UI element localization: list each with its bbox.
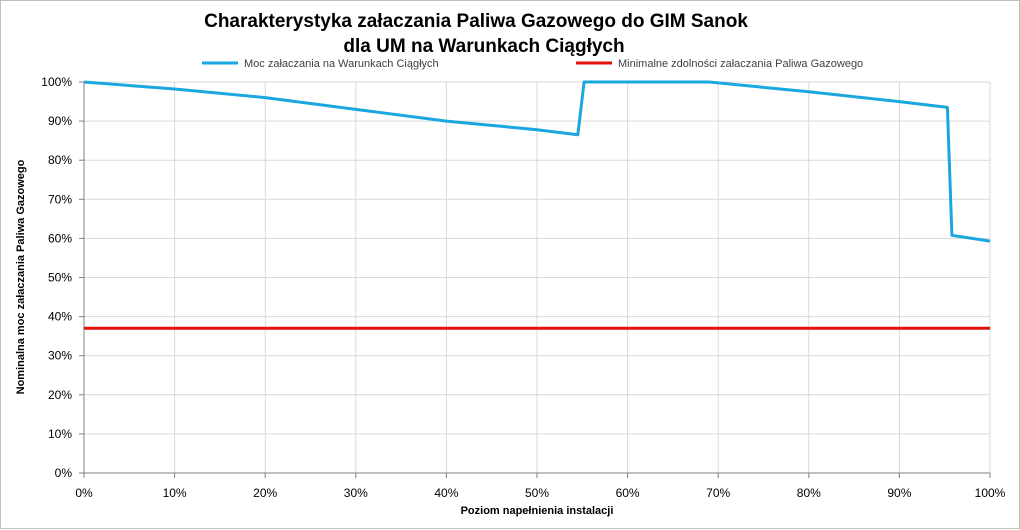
x-tick-label: 90% (887, 486, 911, 500)
y-axis-title: Nominalna moc załaczania Paliwa Gazowego (15, 159, 27, 394)
x-axis-title: Poziom napełnienia instalacji (461, 505, 614, 517)
y-tick-label: 60% (48, 231, 72, 245)
legend: Moc załaczania na Warunkach Ciągłych Min… (202, 58, 863, 70)
y-tick-label: 100% (41, 75, 72, 89)
x-tick-label: 70% (706, 486, 730, 500)
x-tick-label: 80% (797, 486, 821, 500)
y-tick-label: 20% (48, 388, 72, 402)
legend-label-minimum: Minimalne zdolności załaczania Paliwa Ga… (618, 58, 863, 70)
series (83, 80, 991, 330)
grid (84, 81, 991, 473)
y-tick-label: 40% (48, 310, 72, 324)
x-tick-label: 0% (75, 486, 93, 500)
x-tick-label: 50% (525, 486, 549, 500)
x-tick-label: 20% (253, 486, 277, 500)
y-tick-label: 90% (48, 114, 72, 128)
y-tick-label: 50% (48, 271, 72, 285)
chart-title-line-2: dla UM na Warunkach Ciągłych (343, 36, 624, 57)
series-line-power (83, 80, 991, 243)
x-tick-label: 100% (975, 486, 1006, 500)
y-tick-label: 70% (48, 192, 72, 206)
y-tick-label: 0% (55, 466, 73, 480)
legend-label-power: Moc załaczania na Warunkach Ciągłych (244, 58, 439, 70)
x-tick-label: 60% (616, 486, 640, 500)
y-tick-label: 30% (48, 349, 72, 363)
y-tick-label: 10% (48, 427, 72, 441)
x-tick-label: 30% (344, 486, 368, 500)
tick-labels: 0% 10% 20% 30% 40% 50% 60% 70% 80% 90% 100% 0% 10% 20… (41, 75, 1005, 500)
x-tick-label: 40% (434, 486, 458, 500)
x-tick-label: 10% (163, 486, 187, 500)
axes (79, 81, 991, 478)
y-tick-label: 80% (48, 153, 72, 167)
chart-title-line-1: Charakterystyka załaczania Paliwa Gazowe… (204, 11, 748, 32)
